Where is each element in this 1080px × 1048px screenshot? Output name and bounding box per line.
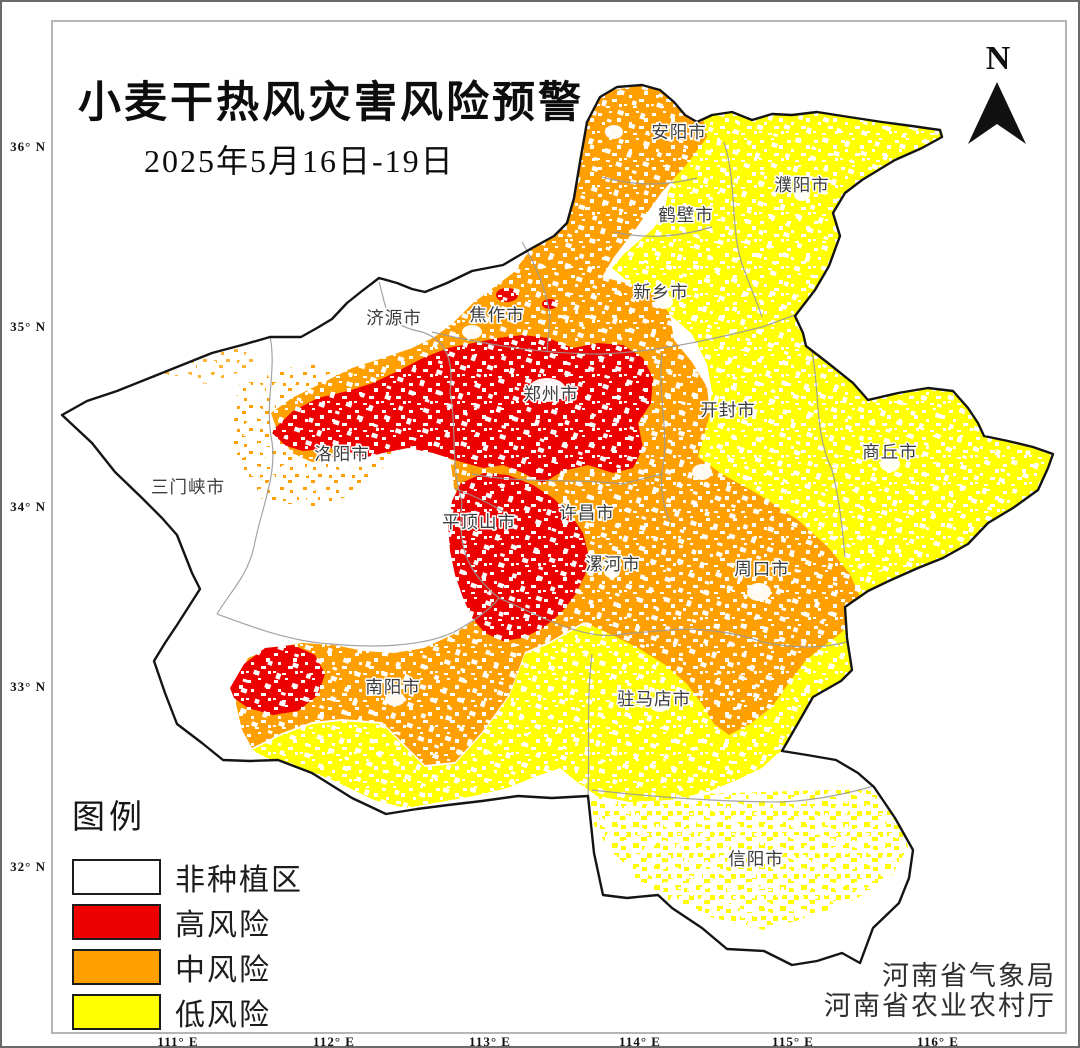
page-subtitle: 2025年5月16日-19日	[144, 143, 455, 179]
lat-label-34n: 34° N	[10, 499, 46, 514]
lon-label-116e: 116° E	[917, 1034, 959, 1048]
city-label-周口市: 周口市	[734, 559, 790, 579]
lon-label-112e: 112° E	[313, 1034, 355, 1048]
lon-label-115e: 115° E	[772, 1034, 814, 1048]
city-label-焦作市: 焦作市	[469, 305, 525, 325]
legend-label-high: 高风险	[175, 908, 271, 942]
north-arrow-icon	[968, 82, 1026, 144]
lat-label-35n: 35° N	[10, 319, 46, 334]
legend-item-low: 低风险	[72, 989, 303, 1034]
city-label-济源市: 济源市	[366, 308, 422, 328]
legend-item-high: 高风险	[72, 899, 303, 944]
lon-label-111e: 111° E	[157, 1034, 199, 1048]
legend-label-none: 非种植区	[175, 863, 303, 897]
city-label-鹤壁市: 鹤壁市	[658, 205, 714, 225]
legend-swatch-low	[72, 993, 161, 1030]
legend-label-low: 低风险	[175, 998, 271, 1032]
city-label-信阳市: 信阳市	[728, 849, 784, 869]
city-label-许昌市: 许昌市	[559, 503, 615, 523]
attribution-line-1: 河南省气象局	[882, 961, 1056, 991]
city-label-洛阳市: 洛阳市	[314, 444, 370, 464]
legend-heading: 图例	[72, 798, 146, 835]
lat-label-36n: 36° N	[10, 139, 46, 154]
legend-label-mid: 中风险	[175, 953, 271, 987]
city-label-漯河市: 漯河市	[585, 554, 641, 574]
page-title: 小麦干热风灾害风险预警	[78, 79, 584, 127]
prefecture-boundaries	[216, 141, 875, 803]
legend-item-mid: 中风险	[72, 944, 303, 989]
legend-items: 非种植区高风险中风险低风险	[72, 854, 303, 1034]
city-label-商丘市: 商丘市	[862, 442, 918, 462]
legend-swatch-high	[72, 903, 161, 940]
city-label-郑州市: 郑州市	[523, 384, 579, 404]
legend-item-none: 非种植区	[72, 854, 303, 899]
attribution: 河南省气象局 河南省农业农村厅	[824, 961, 1056, 1021]
lon-label-114e: 114° E	[619, 1034, 661, 1048]
lat-label-32n: 32° N	[10, 859, 46, 874]
city-label-安阳市: 安阳市	[651, 122, 707, 142]
city-label-濮阳市: 濮阳市	[774, 175, 830, 195]
legend-swatch-none	[72, 858, 161, 895]
north-label: N	[985, 40, 1011, 77]
city-label-开封市: 开封市	[700, 400, 756, 420]
north-arrow: N	[960, 42, 1036, 76]
city-label-三门峡市: 三门峡市	[151, 477, 225, 497]
lat-label-33n: 33° N	[10, 679, 46, 694]
legend: 图例 非种植区高风险中风险低风险	[72, 790, 303, 1034]
attribution-line-2: 河南省农业农村厅	[824, 990, 1056, 1021]
city-label-驻马店市: 驻马店市	[617, 689, 691, 709]
lon-label-113e: 113° E	[469, 1034, 511, 1048]
city-label-新乡市: 新乡市	[633, 282, 689, 302]
city-label-南阳市: 南阳市	[365, 677, 421, 697]
city-label-平顶山市: 平顶山市	[442, 512, 516, 532]
legend-swatch-mid	[72, 948, 161, 985]
